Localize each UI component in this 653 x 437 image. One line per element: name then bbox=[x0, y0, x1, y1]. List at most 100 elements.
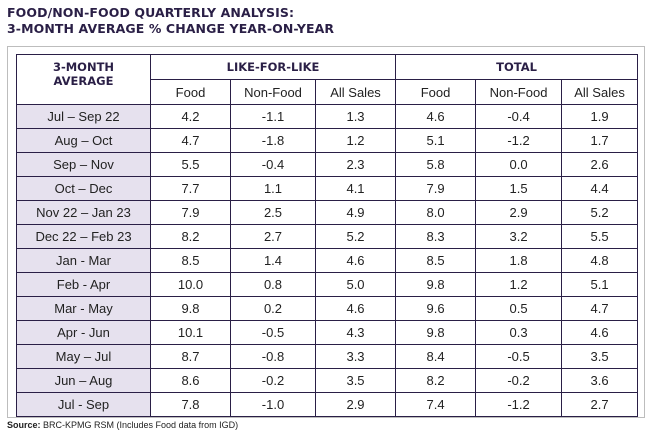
data-cell: 7.9 bbox=[395, 176, 477, 201]
data-cell: 5.1 bbox=[395, 128, 477, 153]
data-cell: 2.7 bbox=[230, 224, 316, 249]
data-cell: 4.4 bbox=[561, 176, 639, 201]
data-cell: 8.7 bbox=[150, 344, 231, 369]
table-row: Sep – Nov 5.5 -0.4 2.3 5.8 0.0 2.6 bbox=[16, 152, 639, 177]
table-row: Dec 22 – Feb 23 8.2 2.7 5.2 8.3 3.2 5.5 bbox=[16, 224, 639, 249]
data-cell: -0.5 bbox=[475, 344, 563, 369]
data-cell: 8.6 bbox=[150, 368, 231, 393]
data-cell: 8.0 bbox=[395, 200, 477, 225]
data-cell: 3.5 bbox=[314, 368, 397, 393]
data-cell: 4.1 bbox=[314, 176, 397, 201]
data-cell: 4.6 bbox=[395, 104, 477, 129]
data-cell: 0.2 bbox=[230, 296, 316, 321]
table-row: May – Jul 8.7 -0.8 3.3 8.4 -0.5 3.5 bbox=[16, 344, 639, 369]
data-cell: 1.5 bbox=[475, 176, 563, 201]
data-cell: -1.0 bbox=[230, 392, 316, 417]
row-label: Jul - Sep bbox=[16, 392, 151, 417]
column-header-total-non-food: Non-Food bbox=[475, 79, 563, 105]
data-cell: 1.8 bbox=[475, 248, 563, 273]
data-cell: 4.7 bbox=[150, 128, 231, 153]
data-cell: 8.4 bbox=[395, 344, 477, 369]
data-table: 3-MONTH AVERAGE LIKE-FOR-LIKE TOTAL Food… bbox=[16, 54, 639, 417]
row-label: Jun – Aug bbox=[16, 368, 151, 393]
data-cell: 8.2 bbox=[395, 368, 477, 393]
table-row: Jul – Sep 22 4.2 -1.1 1.3 4.6 -0.4 1.9 bbox=[16, 104, 639, 129]
data-cell: 2.7 bbox=[561, 392, 639, 417]
table-body: Jul – Sep 22 4.2 -1.1 1.3 4.6 -0.4 1.9 Aug – Oc… bbox=[16, 104, 639, 417]
data-cell: 4.9 bbox=[314, 200, 397, 225]
title-line-2: 3-MONTH AVERAGE % CHANGE YEAR-ON-YEAR bbox=[7, 21, 335, 36]
data-cell: 1.1 bbox=[230, 176, 316, 201]
table-row: Jul - Sep 7.8 -1.0 2.9 7.4 -1.2 2.7 bbox=[16, 392, 639, 417]
data-cell: -0.4 bbox=[475, 104, 563, 129]
data-cell: 9.8 bbox=[395, 320, 477, 345]
data-cell: 4.6 bbox=[314, 296, 397, 321]
data-cell: 7.4 bbox=[395, 392, 477, 417]
table-row: Mar - May 9.8 0.2 4.6 9.6 0.5 4.7 bbox=[16, 296, 639, 321]
data-cell: 4.6 bbox=[561, 320, 639, 345]
data-cell: 4.7 bbox=[561, 296, 639, 321]
data-cell: 1.4 bbox=[230, 248, 316, 273]
title-line-1: FOOD/NON-FOOD QUARTERLY ANALYSIS: bbox=[7, 5, 295, 20]
table-row: Nov 22 – Jan 23 7.9 2.5 4.9 8.0 2.9 5.2 bbox=[16, 200, 639, 225]
group-header-total: TOTAL bbox=[395, 54, 639, 80]
data-cell: -1.2 bbox=[475, 128, 563, 153]
data-cell: 5.8 bbox=[395, 152, 477, 177]
data-cell: -1.2 bbox=[475, 392, 563, 417]
row-label: Aug – Oct bbox=[16, 128, 151, 153]
data-cell: 2.6 bbox=[561, 152, 639, 177]
data-cell: 0.8 bbox=[230, 272, 316, 297]
data-cell: 10.1 bbox=[150, 320, 231, 345]
row-label: Jul – Sep 22 bbox=[16, 104, 151, 129]
data-cell: 3.6 bbox=[561, 368, 639, 393]
data-cell: 0.0 bbox=[475, 152, 563, 177]
row-label: Oct – Dec bbox=[16, 176, 151, 201]
row-label: Dec 22 – Feb 23 bbox=[16, 224, 151, 249]
data-cell: 1.9 bbox=[561, 104, 639, 129]
data-cell: 5.2 bbox=[314, 224, 397, 249]
data-cell: -0.5 bbox=[230, 320, 316, 345]
corner-header-line-1: 3-MONTH bbox=[52, 60, 115, 74]
data-cell: 4.3 bbox=[314, 320, 397, 345]
data-cell: 2.3 bbox=[314, 152, 397, 177]
data-cell: 1.7 bbox=[561, 128, 639, 153]
data-cell: 9.8 bbox=[150, 296, 231, 321]
data-cell: -1.1 bbox=[230, 104, 316, 129]
data-cell: 0.5 bbox=[475, 296, 563, 321]
column-header-total-food: Food bbox=[395, 79, 477, 105]
table-row: Aug – Oct 4.7 -1.8 1.2 5.1 -1.2 1.7 bbox=[16, 128, 639, 153]
data-cell: 3.3 bbox=[314, 344, 397, 369]
row-label: May – Jul bbox=[16, 344, 151, 369]
row-label: Mar - May bbox=[16, 296, 151, 321]
data-cell: 4.2 bbox=[150, 104, 231, 129]
chart-title: FOOD/NON-FOOD QUARTERLY ANALYSIS: 3-MONT… bbox=[7, 5, 334, 37]
data-cell: 10.0 bbox=[150, 272, 231, 297]
group-header-like-for-like: LIKE-FOR-LIKE bbox=[149, 54, 397, 80]
table-row: Oct – Dec 7.7 1.1 4.1 7.9 1.5 4.4 bbox=[16, 176, 639, 201]
data-cell: 4.6 bbox=[314, 248, 397, 273]
source-text: BRC-KPMG RSM (Includes Food data from IG… bbox=[43, 420, 239, 430]
data-cell: 8.2 bbox=[150, 224, 231, 249]
data-cell: 1.2 bbox=[475, 272, 563, 297]
data-cell: 7.7 bbox=[150, 176, 231, 201]
data-cell: 1.3 bbox=[314, 104, 397, 129]
data-cell: 3.2 bbox=[475, 224, 563, 249]
source-note: Source: BRC-KPMG RSM (Includes Food data… bbox=[7, 420, 238, 430]
data-cell: 9.6 bbox=[395, 296, 477, 321]
data-cell: 3.5 bbox=[561, 344, 639, 369]
corner-header: 3-MONTH AVERAGE bbox=[16, 54, 151, 105]
data-cell: 5.2 bbox=[561, 200, 639, 225]
source-label: Source: bbox=[7, 420, 41, 430]
column-header-total-all-sales: All Sales bbox=[561, 79, 639, 105]
data-cell: 7.8 bbox=[150, 392, 231, 417]
data-cell: -0.2 bbox=[230, 368, 316, 393]
corner-header-line-2: AVERAGE bbox=[53, 74, 114, 88]
table-row: Jun – Aug 8.6 -0.2 3.5 8.2 -0.2 3.6 bbox=[16, 368, 639, 393]
data-cell: 8.5 bbox=[150, 248, 231, 273]
data-cell: 5.1 bbox=[561, 272, 639, 297]
row-label: Nov 22 – Jan 23 bbox=[16, 200, 151, 225]
data-cell: 2.5 bbox=[230, 200, 316, 225]
data-cell: 2.9 bbox=[314, 392, 397, 417]
table-row: Jan - Mar 8.5 1.4 4.6 8.5 1.8 4.8 bbox=[16, 248, 639, 273]
header-row-groups: 3-MONTH AVERAGE LIKE-FOR-LIKE TOTAL bbox=[16, 54, 639, 105]
